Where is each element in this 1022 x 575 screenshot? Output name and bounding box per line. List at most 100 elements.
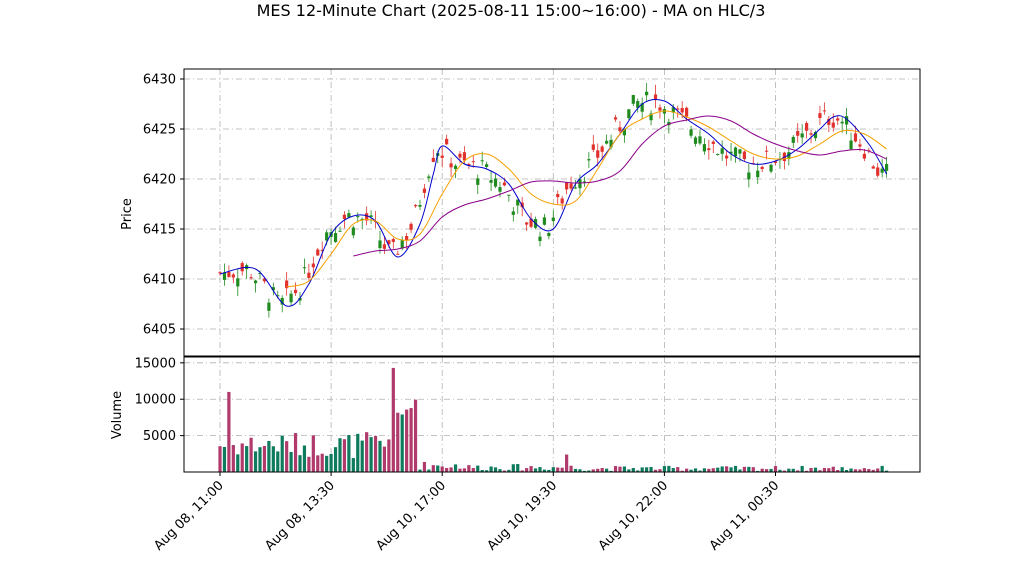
candle-body: [680, 108, 684, 113]
volume-bar: [751, 467, 755, 472]
price-axis-label: Price: [120, 198, 135, 230]
x-tick-label-0: Aug 08, 11:00: [151, 478, 227, 554]
volume-bar: [818, 470, 822, 472]
x-tick-label-2: Aug 10, 17:00: [374, 478, 450, 554]
candle-body: [636, 101, 640, 108]
volume-panel-frame: [183, 356, 921, 473]
volume-bar: [680, 470, 684, 472]
volume-bar: [236, 454, 240, 472]
volume-yticks: 5000 10000 15000: [135, 356, 184, 444]
volume-bar: [667, 465, 671, 472]
volume-bar: [511, 464, 515, 472]
volume-bar: [507, 469, 511, 472]
candle-body: [685, 107, 689, 117]
volume-bar: [738, 469, 742, 472]
ma-line-1: [286, 110, 887, 288]
candle-body: [871, 166, 875, 169]
volume-bar: [249, 437, 253, 472]
candle-body: [365, 213, 369, 221]
volume-bar: [449, 467, 453, 472]
candle-body: [649, 113, 653, 121]
volume-bar: [702, 468, 706, 472]
volume-bar: [258, 447, 262, 472]
candle-body: [596, 150, 600, 158]
volume-bar: [836, 470, 840, 472]
volume-grid: [184, 357, 920, 472]
candle-body: [289, 293, 293, 303]
candle-body: [756, 170, 760, 178]
candle-body: [222, 272, 227, 280]
volume-bar: [525, 468, 529, 472]
candle-body: [565, 182, 569, 190]
volume-bar: [840, 467, 844, 472]
candle-body: [600, 146, 604, 152]
volume-bar: [756, 470, 760, 472]
volume-bar: [400, 414, 404, 472]
volume-bar: [591, 469, 595, 472]
candle-body: [391, 239, 395, 242]
candle-body: [458, 153, 462, 158]
volume-bar: [396, 412, 400, 472]
volume-bar: [253, 451, 258, 472]
candle-body: [822, 110, 826, 112]
volume-bar: [573, 468, 578, 472]
candle-body: [431, 157, 435, 162]
volume-bar: [707, 468, 711, 472]
volume-bar: [369, 437, 373, 472]
volume-bar: [520, 470, 524, 472]
volume-tick-label-2: 15000: [135, 356, 176, 371]
volume-bar: [791, 468, 795, 472]
candle-body: [542, 217, 547, 225]
volume-bar: [440, 466, 444, 472]
volume-bar: [685, 468, 689, 472]
candle-body: [862, 153, 866, 159]
volume-bar: [373, 435, 378, 472]
volume-bar: [831, 466, 835, 472]
volume-bar: [516, 464, 520, 472]
candle-body: [725, 155, 729, 159]
candle-body: [609, 139, 613, 148]
candle-body: [693, 137, 698, 144]
candle-body: [618, 127, 622, 132]
volume-bar: [489, 466, 493, 472]
volume-bar: [347, 434, 351, 472]
candle-body: [258, 272, 262, 274]
candle-body: [831, 122, 835, 128]
candle-body: [382, 244, 387, 249]
moving-averages: [219, 98, 888, 307]
candle-body: [293, 289, 298, 294]
candle-body: [498, 187, 502, 192]
volume-tick-label-1: 10000: [135, 393, 176, 408]
volume-bar: [498, 469, 502, 472]
candle-body: [476, 178, 480, 185]
volume-bar: [289, 451, 293, 472]
candle-body: [413, 204, 418, 207]
volume-bar: [351, 458, 355, 472]
volume-bar: [805, 470, 809, 472]
candle-body: [280, 297, 284, 305]
volume-bar: [333, 447, 338, 472]
volume-bar: [556, 467, 560, 472]
candle-body: [307, 272, 311, 278]
candle-body: [342, 214, 347, 219]
candle-body: [653, 94, 658, 100]
candle-body: [493, 178, 498, 187]
candle-body: [689, 129, 693, 136]
price-tick-label-1: 6410: [143, 273, 176, 288]
volume-bar: [653, 469, 658, 472]
candle-body: [729, 151, 733, 154]
candle-body: [262, 278, 267, 282]
volume-bar: [445, 467, 449, 472]
volume-bar: [387, 439, 391, 472]
candle-body: [631, 95, 635, 104]
candle-body: [440, 155, 444, 158]
candle-body: [613, 117, 618, 120]
candle-body: [396, 253, 400, 255]
candle-body: [569, 183, 573, 189]
volume-bar: [676, 467, 680, 472]
candle-body: [738, 149, 742, 154]
candle-body: [351, 227, 355, 236]
volume-bar: [765, 469, 769, 472]
candle-body: [880, 168, 884, 173]
candle-body: [316, 249, 320, 256]
